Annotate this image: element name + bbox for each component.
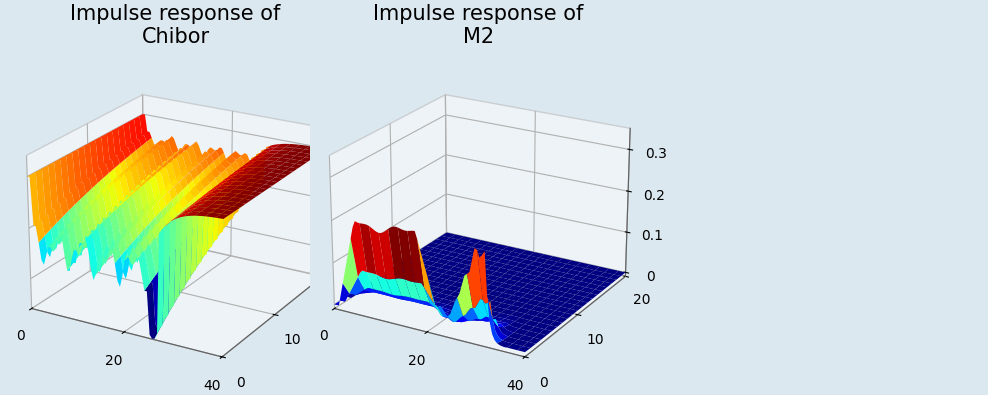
Title: Impulse response of
Chibor: Impulse response of Chibor — [70, 4, 281, 47]
Title: Impulse response of
M2: Impulse response of M2 — [373, 4, 584, 47]
